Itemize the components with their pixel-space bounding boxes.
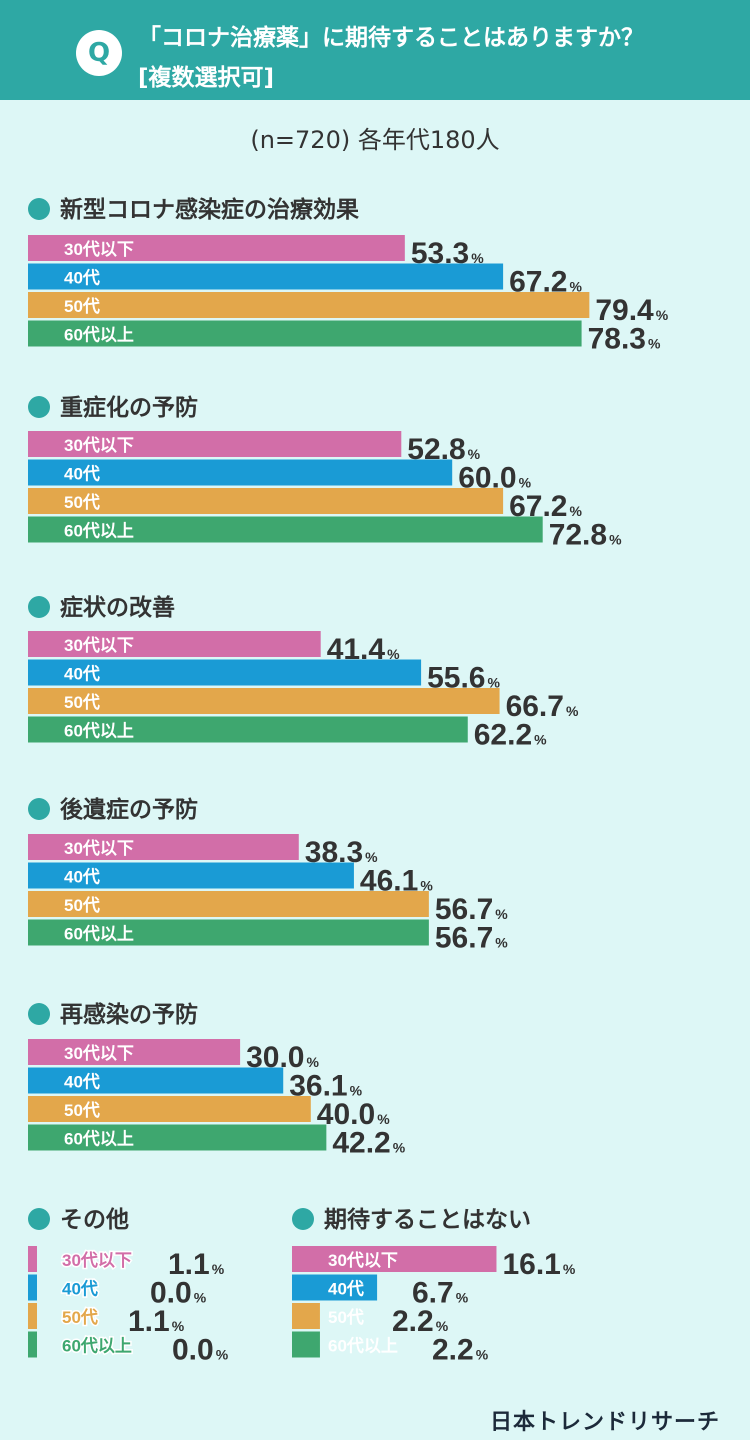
bar-50s (28, 292, 590, 318)
group-label: 60代以上 (64, 1129, 134, 1149)
bar-30s (28, 1039, 241, 1065)
section-title: 重症化の予防 (28, 388, 198, 422)
group-label: 50代 (64, 895, 100, 915)
bullet-dot-icon (28, 596, 50, 618)
bar-30s (28, 235, 405, 261)
group-label: 30代以下 (64, 1043, 134, 1063)
section-title: 後遺症の予防 (28, 790, 198, 824)
group-label: 60代以上 (64, 924, 134, 944)
group-label: 50代 (64, 692, 100, 712)
q-badge-icon: Q (76, 30, 122, 76)
value-label: 78.3% (588, 323, 661, 356)
section-title-text: 後遺症の予防 (60, 797, 198, 823)
section-title-text: 症状の改善 (60, 595, 175, 621)
section-title: 症状の改善 (28, 588, 175, 622)
group-label: 40代 (328, 1279, 364, 1299)
bar-50s (28, 1096, 311, 1122)
bullet-dot-icon (28, 396, 50, 418)
value-label: 2.2% (392, 1305, 449, 1338)
section-title-text: 期待することはない (324, 1207, 531, 1233)
bar-30s (28, 1246, 37, 1272)
group-label: 60代以上 (64, 521, 134, 541)
group-label: 30代以下 (64, 635, 134, 655)
group-label: 60代以上 (64, 721, 134, 741)
bar-60s (28, 320, 582, 347)
brand-logo: 日本トレンドリサーチ (489, 1410, 720, 1435)
group-label: 60代以上 (64, 325, 134, 345)
bullet-dot-icon (28, 198, 50, 220)
bar-30s (28, 631, 321, 657)
section-title-text: 新型コロナ感染症の治療効果 (60, 197, 359, 223)
group-label: 40代 (64, 1072, 100, 1092)
value-label: 0.0% (172, 1334, 229, 1367)
group-label: 40代 (64, 867, 100, 887)
section-title-text: 重症化の予防 (60, 395, 198, 421)
bar-30s (28, 834, 299, 860)
bar-60s (28, 716, 468, 743)
bullet-dot-icon (28, 1208, 50, 1230)
bar-40s (292, 1274, 378, 1301)
sample-size: (n=720) 各年代180人 (250, 126, 500, 154)
question-text: 「コロナ治療薬」に期待することはありますか？ (138, 25, 644, 51)
group-label: 50代 (62, 1307, 98, 1327)
group-label: 50代 (64, 1100, 100, 1120)
value-label: 42.2% (332, 1127, 405, 1160)
value-label: 72.8% (549, 519, 622, 552)
group-label: 30代以下 (64, 838, 134, 858)
bar-40s (28, 459, 453, 486)
question-header: Q 「コロナ治療薬」に期待することはありますか？ [複数選択可] (0, 0, 750, 100)
group-label: 30代以下 (64, 239, 134, 259)
bar-60s (28, 1124, 327, 1151)
group-label: 40代 (64, 464, 100, 484)
bar-60s (28, 1331, 37, 1358)
section-title: その他 (28, 1200, 129, 1234)
bar-50s (28, 688, 500, 714)
group-label: 40代 (64, 664, 100, 684)
question-note: [複数選択可] (138, 65, 275, 91)
value-label: 56.7% (435, 922, 508, 955)
bar-60s (28, 516, 543, 543)
section-title: 再感染の予防 (28, 995, 198, 1029)
bar-40s (28, 862, 354, 889)
group-label: 30代以下 (328, 1250, 398, 1270)
group-label: 50代 (328, 1307, 364, 1327)
group-label: 30代以下 (64, 435, 134, 455)
section-title-text: 再感染の予防 (60, 1002, 198, 1028)
section-title: 期待することはない (292, 1200, 531, 1234)
section-title: 新型コロナ感染症の治療効果 (28, 190, 359, 224)
bar-50s (292, 1303, 320, 1329)
bullet-dot-icon (292, 1208, 314, 1230)
bullet-dot-icon (28, 1003, 50, 1025)
bar-50s (28, 488, 504, 514)
bullet-dot-icon (28, 798, 50, 820)
bar-40s (28, 1274, 37, 1301)
group-label: 50代 (64, 296, 100, 316)
group-label: 60代以上 (328, 1336, 398, 1356)
group-label: 30代以下 (62, 1250, 132, 1270)
group-label: 40代 (62, 1279, 98, 1299)
value-label: 62.2% (474, 719, 547, 752)
bar-60s (292, 1331, 320, 1358)
value-label: 16.1% (502, 1248, 575, 1281)
bar-50s (28, 891, 429, 917)
bar-30s (292, 1246, 497, 1272)
group-label: 60代以上 (62, 1336, 132, 1356)
section-title-text: その他 (60, 1207, 129, 1233)
group-label: 40代 (64, 268, 100, 288)
group-label: 50代 (64, 492, 100, 512)
bar-40s (28, 1067, 284, 1094)
bar-40s (28, 263, 504, 290)
value-label: 2.2% (432, 1334, 489, 1367)
bar-40s (28, 659, 422, 686)
bar-30s (28, 431, 402, 457)
bar-60s (28, 919, 429, 946)
bar-50s (28, 1303, 37, 1329)
